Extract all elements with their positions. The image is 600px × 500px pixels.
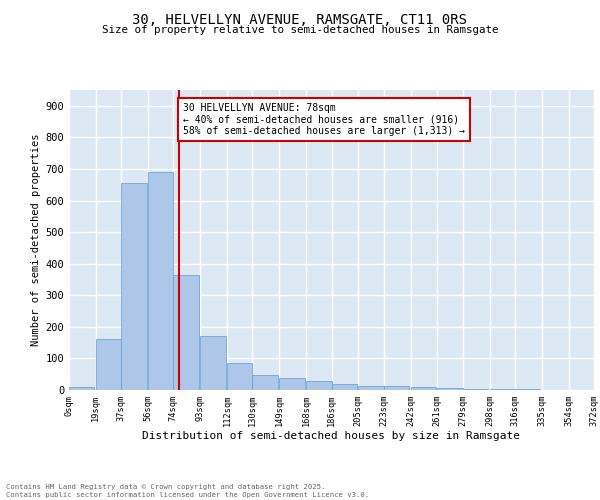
Text: 30, HELVELLYN AVENUE, RAMSGATE, CT11 0RS: 30, HELVELLYN AVENUE, RAMSGATE, CT11 0RS [133, 12, 467, 26]
Text: 30 HELVELLYN AVENUE: 78sqm
← 40% of semi-detached houses are smaller (916)
58% o: 30 HELVELLYN AVENUE: 78sqm ← 40% of semi… [184, 102, 466, 136]
Bar [227, 363, 253, 390]
Bar [121, 183, 146, 390]
Bar [200, 336, 226, 390]
Bar [279, 378, 305, 390]
Text: Contains HM Land Registry data © Crown copyright and database right 2025.
Contai: Contains HM Land Registry data © Crown c… [6, 484, 369, 498]
Bar [410, 387, 436, 390]
Bar [306, 380, 331, 390]
Bar [96, 340, 121, 390]
Bar [384, 386, 409, 390]
Bar [437, 388, 463, 390]
Bar [148, 172, 173, 390]
Bar [463, 388, 488, 390]
Bar [69, 388, 94, 390]
Bar [253, 375, 278, 390]
Bar [331, 384, 357, 390]
Bar [173, 274, 199, 390]
Bar [358, 386, 384, 390]
Text: Size of property relative to semi-detached houses in Ramsgate: Size of property relative to semi-detach… [102, 25, 498, 35]
X-axis label: Distribution of semi-detached houses by size in Ramsgate: Distribution of semi-detached houses by … [143, 430, 521, 440]
Y-axis label: Number of semi-detached properties: Number of semi-detached properties [31, 134, 41, 346]
Bar [490, 389, 515, 390]
